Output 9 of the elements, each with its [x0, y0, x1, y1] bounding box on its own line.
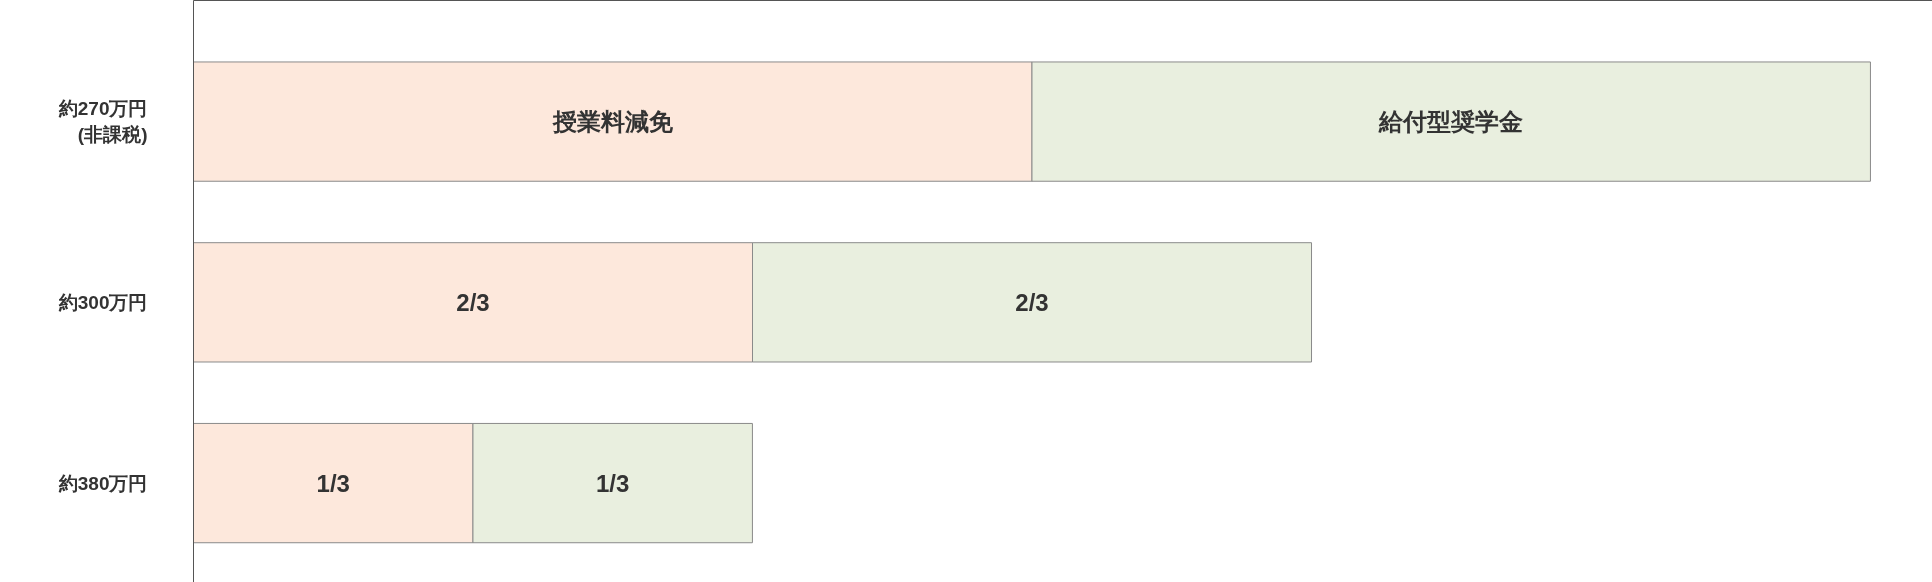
data-label: 2/3: [1015, 288, 1049, 316]
data-label: 1/3: [316, 469, 350, 497]
data-label: 授業料減免: [551, 108, 674, 136]
y-tick-label: 約270万円 (非課税): [57, 98, 148, 145]
y-tick-label: 約380万円: [57, 472, 148, 494]
y-tick-label: 約300万円: [57, 291, 148, 313]
data-label: 1/3: [596, 469, 630, 497]
data-label: 給付型奨学金: [1378, 108, 1524, 136]
data-label: 2/3: [456, 288, 490, 316]
